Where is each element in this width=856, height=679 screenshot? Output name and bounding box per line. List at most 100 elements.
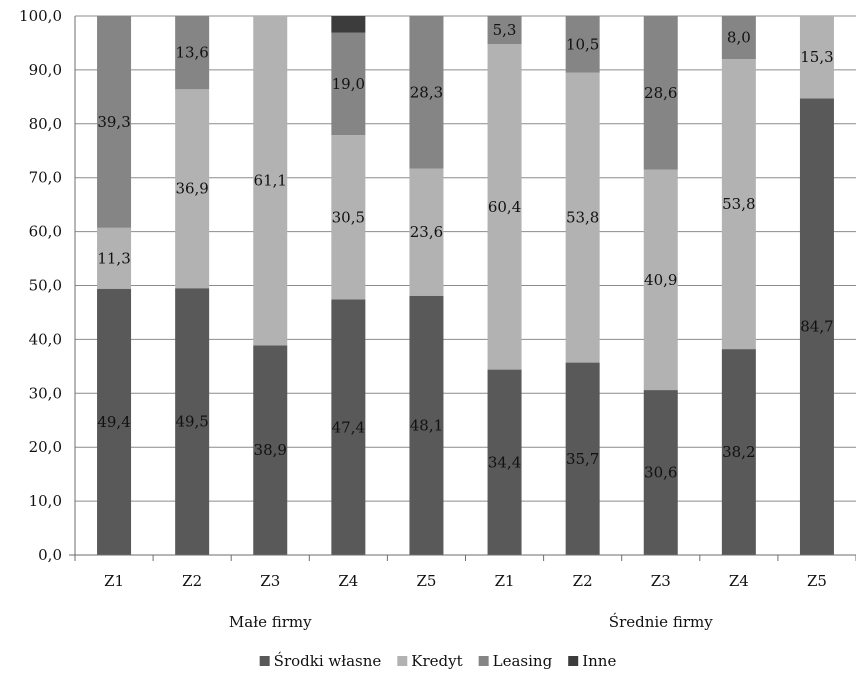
y-tick-label: 80,0 <box>29 115 62 133</box>
data-label: 11,3 <box>97 249 130 267</box>
data-label: 15,3 <box>800 48 833 66</box>
bar-segment <box>721 59 756 350</box>
bar-segment <box>643 390 678 555</box>
y-tick-label: 20,0 <box>29 438 62 456</box>
bar-segment <box>565 72 600 363</box>
legend-label: Środki własne <box>274 652 382 670</box>
data-label: 28,6 <box>644 84 677 102</box>
bar-segment <box>175 89 210 289</box>
bar-segment <box>721 349 756 555</box>
data-label: 84,7 <box>800 318 833 336</box>
bar-segment <box>565 16 600 73</box>
data-labels: 49,4 11,3 39,3 49,5 36,9 13,6 38,9 61,1 47,4 30,5… <box>97 21 833 482</box>
legend-label: Kredyt <box>411 652 462 670</box>
group-label: Średnie firmy <box>609 613 713 631</box>
data-label: 47,4 <box>332 418 365 436</box>
bar-segment <box>487 16 522 45</box>
bar-segment <box>409 168 444 296</box>
data-label: 53,8 <box>722 195 755 213</box>
x-tick-label: Z5 <box>416 572 436 590</box>
bar-segment <box>331 16 366 33</box>
legend: Środki własne Kredyt Leasing Inne <box>259 652 616 670</box>
x-tick-label: Z3 <box>651 572 671 590</box>
bar-segment <box>643 169 678 391</box>
data-label: 39,3 <box>97 113 130 131</box>
data-label: 30,5 <box>332 208 365 226</box>
x-tick-label: Z2 <box>573 572 593 590</box>
y-tick-labels: 0,0 10,0 20,0 30,0 40,0 50,0 60,0 70,0 80,0 90,0 1… <box>19 7 62 564</box>
bars <box>97 16 834 555</box>
x-tick-label: Z1 <box>495 572 515 590</box>
legend-swatch <box>397 656 408 666</box>
axes <box>69 16 856 561</box>
data-label: 49,4 <box>97 413 130 431</box>
legend-swatch <box>568 656 579 666</box>
data-label: 61,1 <box>254 172 287 190</box>
bar-segment <box>799 16 834 99</box>
x-tick-label: Z3 <box>260 572 280 590</box>
bar-segment <box>487 44 522 370</box>
data-label: 30,6 <box>644 464 677 482</box>
x-tick-label: Z4 <box>729 572 749 590</box>
bar-segment <box>253 345 288 555</box>
data-label: 38,9 <box>254 441 287 459</box>
bar-segment <box>331 299 366 555</box>
bar-segment <box>721 16 756 60</box>
data-label: 28,3 <box>410 83 443 101</box>
bar-segment <box>97 288 132 555</box>
bar-segment <box>487 369 522 555</box>
legend-swatch <box>478 656 489 666</box>
bar-segment <box>565 362 600 555</box>
data-label: 60,4 <box>488 198 521 216</box>
bar-segment <box>409 16 444 169</box>
bar-segment <box>331 32 366 136</box>
y-tick-label: 50,0 <box>29 277 62 295</box>
x-tick-label: Z2 <box>182 572 202 590</box>
data-label: 48,1 <box>410 416 443 434</box>
y-tick-label: 0,0 <box>38 546 62 564</box>
data-label: 23,6 <box>410 223 443 241</box>
y-tick-label: 70,0 <box>29 169 62 187</box>
data-label: 10,5 <box>566 35 599 53</box>
data-label: 34,4 <box>488 453 521 471</box>
data-label: 49,5 <box>175 413 208 431</box>
x-tick-label: Z5 <box>807 572 827 590</box>
group-labels: Małe firmy Średnie firmy <box>229 613 713 631</box>
bar-segment <box>97 227 132 289</box>
x-tick-label: Z4 <box>338 572 358 590</box>
y-tick-label: 30,0 <box>29 384 62 402</box>
legend-label: Leasing <box>493 652 553 670</box>
legend-swatch <box>259 656 270 666</box>
x-tick-label: Z1 <box>104 572 124 590</box>
data-label: 38,2 <box>722 443 755 461</box>
data-label: 19,0 <box>332 75 365 93</box>
y-tick-label: 100,0 <box>19 7 62 25</box>
data-label: 36,9 <box>175 180 208 198</box>
y-tick-label: 60,0 <box>29 223 62 241</box>
bar-segment <box>175 288 210 555</box>
group-label: Małe firmy <box>229 613 312 631</box>
data-label: 40,9 <box>644 271 677 289</box>
data-label: 53,8 <box>566 209 599 227</box>
bar-segment <box>175 16 210 90</box>
bar-segment <box>253 16 288 346</box>
bar-segment <box>643 16 678 170</box>
bar-segment <box>331 135 366 300</box>
data-label: 13,6 <box>175 44 208 62</box>
bar-segment <box>409 295 444 555</box>
y-tick-label: 10,0 <box>29 492 62 510</box>
legend-item: Leasing <box>478 652 553 670</box>
data-label: 35,7 <box>566 450 599 468</box>
bar-segment <box>97 16 132 228</box>
legend-item: Inne <box>568 652 616 670</box>
legend-item: Środki własne <box>259 652 382 670</box>
data-label: 5,3 <box>493 21 517 39</box>
x-tick-labels: Z1 Z2 Z3 Z4 Z5 Z1 Z2 Z3 Z4 Z5 <box>104 572 827 590</box>
bar-segment <box>799 98 834 555</box>
legend-item: Kredyt <box>397 652 463 670</box>
y-tick-label: 40,0 <box>29 330 62 348</box>
y-tick-label: 90,0 <box>29 61 62 79</box>
legend-label: Inne <box>582 652 616 670</box>
data-label: 8,0 <box>727 29 751 47</box>
